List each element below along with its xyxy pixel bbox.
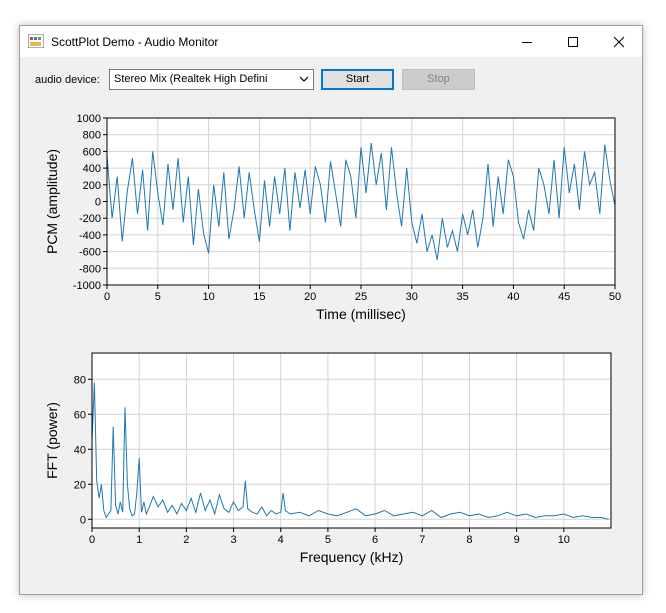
pcm-x-tick-label: 10: [202, 291, 214, 303]
fft-x-tick-label: 9: [514, 534, 520, 546]
fft-x-tick-label: 3: [230, 534, 236, 546]
pcm-y-tick-label: -200: [79, 213, 101, 225]
audio-device-value: Stereo Mix (Realtek High Defini: [114, 73, 268, 85]
close-button[interactable]: [596, 26, 642, 57]
pcm-x-tick-label: 45: [558, 291, 570, 303]
audio-device-select[interactable]: Stereo Mix (Realtek High Defini: [109, 69, 314, 90]
close-icon: [613, 36, 625, 47]
chevron-down-icon: [299, 76, 309, 82]
fft-x-tick-label: 2: [183, 534, 189, 546]
fft-x-tick-label: 7: [419, 534, 425, 546]
pcm-y-tick-label: -1000: [73, 280, 101, 292]
fft-x-tick-label: 1: [136, 534, 142, 546]
pcm-y-tick-label: -800: [79, 263, 101, 275]
fft-plot-area: [92, 353, 611, 528]
pcm-y-tick-label: 800: [83, 130, 101, 142]
minimize-button[interactable]: [504, 26, 550, 57]
window-title: ScottPlot Demo - Audio Monitor: [51, 35, 219, 49]
fft-x-tick-label: 5: [325, 534, 331, 546]
stop-button[interactable]: Stop: [402, 69, 475, 90]
fft-x-tick-label: 8: [466, 534, 472, 546]
pcm-y-tick-label: 600: [83, 146, 101, 158]
fft-x-tick-label: 10: [558, 534, 570, 546]
pcm-y-tick-label: -600: [79, 247, 101, 259]
fft-x-tick-label: 6: [372, 534, 378, 546]
pcm-x-tick-label: 40: [507, 291, 519, 303]
minimize-icon: [522, 41, 532, 43]
pcm-x-tick-label: 0: [104, 291, 110, 303]
pcm-x-tick-label: 25: [355, 291, 367, 303]
pcm-y-tick-label: 400: [83, 163, 101, 175]
pcm-y-tick-label: -400: [79, 230, 101, 242]
pcm-y-tick-label: 200: [83, 180, 101, 192]
fft-plot[interactable]: 0 1 2 3 4 5 6 7 8 9 10 0 20 40 60 80 Frequency (kHz) FFT …: [20, 344, 640, 594]
fft-x-axis-label: Frequency (kHz): [300, 549, 403, 565]
scottplot-app-icon: [28, 34, 44, 48]
start-button[interactable]: Start: [321, 69, 394, 90]
title-bar[interactable]: ScottPlot Demo - Audio Monitor: [20, 26, 642, 57]
pcm-series-line: [106, 143, 616, 260]
pcm-plot[interactable]: 0 5 10 15 20 25 30 35 40 45 50 -1000 -800 -600 -400 -20…: [20, 98, 640, 328]
pcm-x-tick-label: 30: [406, 291, 418, 303]
maximize-button[interactable]: [550, 26, 596, 57]
fft-series-line: [91, 382, 609, 520]
pcm-x-tick-label: 35: [456, 291, 468, 303]
pcm-x-tick-label: 15: [253, 291, 265, 303]
fft-y-tick-label: 80: [74, 374, 86, 386]
audio-device-label: audio device:: [35, 74, 100, 86]
app-window: ScottPlot Demo - Audio Monitor audio dev…: [19, 25, 643, 595]
pcm-x-tick-label: 50: [609, 291, 621, 303]
pcm-y-tick-label: 1000: [77, 113, 101, 125]
pcm-y-axis-label: PCM (amplitude): [44, 149, 60, 254]
fft-x-tick-label: 4: [278, 534, 284, 546]
fft-y-tick-label: 40: [74, 444, 86, 456]
pcm-x-axis-label: Time (millisec): [316, 306, 406, 322]
pcm-x-tick-label: 5: [155, 291, 161, 303]
fft-plot-frame: [91, 352, 612, 529]
fft-y-tick-label: 60: [74, 409, 86, 421]
pcm-y-tick-label: 0: [95, 197, 101, 209]
fft-y-axis-label: FFT (power): [44, 402, 60, 479]
fft-y-tick-label: 20: [74, 479, 86, 491]
fft-y-tick-label: 0: [80, 514, 86, 526]
pcm-x-tick-label: 20: [304, 291, 316, 303]
maximize-icon: [568, 36, 578, 47]
pcm-plot-frame: [106, 117, 616, 286]
fft-x-tick-label: 0: [89, 534, 95, 546]
